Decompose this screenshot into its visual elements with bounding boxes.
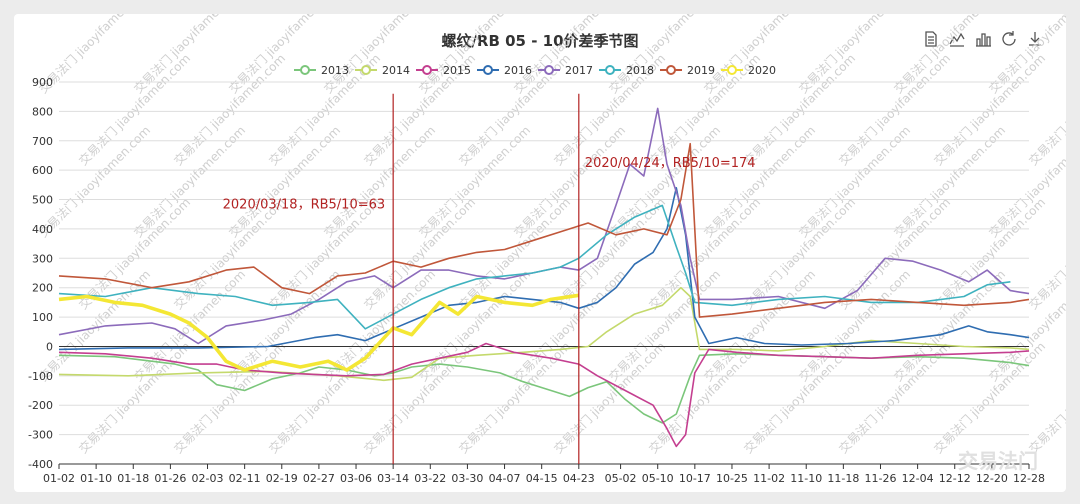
legend-label: 2019 <box>687 64 715 77</box>
y-tick-label: 300 <box>32 252 53 265</box>
x-tick-label: 03-06 <box>340 472 372 485</box>
y-tick-label: -200 <box>28 399 53 412</box>
x-tick-label: 04-15 <box>526 472 558 485</box>
legend-swatch-dot <box>361 65 371 75</box>
line-chart-icon[interactable] <box>948 30 966 48</box>
y-tick-label: 600 <box>32 164 53 177</box>
x-tick-label: 01-02 <box>43 472 75 485</box>
x-tick-label: 12-12 <box>939 472 971 485</box>
download-icon[interactable] <box>1026 30 1044 48</box>
x-tick-label: 12-04 <box>902 472 934 485</box>
watermark-text: 交易法门 jiaoyifamen.com <box>986 14 1066 96</box>
x-tick-label: 10-25 <box>716 472 748 485</box>
x-tick-label: 03-22 <box>414 472 446 485</box>
y-tick-label: 900 <box>32 76 53 89</box>
chart-title: 螺纹/RB 05 - 10价差季节图 <box>441 32 639 50</box>
legend-swatch-dot <box>605 65 615 75</box>
chart-card: 螺纹/RB 05 - 10价差季节图 交易法门 jiaoyifamen.com 交… <box>14 14 1066 492</box>
x-tick-label: 11-18 <box>827 472 859 485</box>
legend-swatch-dot <box>666 65 676 75</box>
y-tick-label: 800 <box>32 105 53 118</box>
x-tick-label: 05-10 <box>642 472 674 485</box>
marker-annotation: 2020/03/18，RB5/10=63 <box>223 197 386 212</box>
watermark-text: 交易法门 jiaoyifamen.com <box>931 339 1049 457</box>
bar-chart-icon[interactable] <box>974 30 992 48</box>
x-tick-label: 02-19 <box>266 472 298 485</box>
legend-label: 2015 <box>443 64 471 77</box>
grid-lines: -400 -300 -200 -100 0 100 200 300 400 500 600 700 80… <box>28 76 1029 471</box>
legend-item-2017[interactable]: 2017 <box>538 64 593 77</box>
y-tick-label: 500 <box>32 194 53 207</box>
series-line-2017 <box>58 107 1030 345</box>
x-axis: 01-02 01-10 01-18 01-26 02-03 02-11 02-19 02-27… <box>43 464 1045 485</box>
y-tick-label: -300 <box>28 429 53 442</box>
legend-swatch-dot <box>300 65 310 75</box>
y-tick-label: 100 <box>32 311 53 324</box>
marker-annotation: 2020/04/24，RB5/10=174 <box>585 156 756 171</box>
data-view-icon[interactable] <box>922 30 940 48</box>
markers: 2020/03/18，RB5/10=63 2020/04/24，RB5/10=17… <box>223 93 756 464</box>
restore-icon[interactable] <box>1000 30 1018 48</box>
legend-item-2014[interactable]: 2014 <box>355 64 410 77</box>
x-tick-label: 05-02 <box>605 472 637 485</box>
y-tick-label: 0 <box>46 340 53 353</box>
legend-item-2020[interactable]: 2020 <box>721 64 776 77</box>
x-tick-label: 01-10 <box>80 472 112 485</box>
x-tick-label: 03-30 <box>451 472 483 485</box>
x-tick-label: 11-26 <box>864 472 896 485</box>
legend-swatch-dot <box>422 65 432 75</box>
legend-label: 2013 <box>321 64 349 77</box>
x-tick-label: 02-11 <box>229 472 261 485</box>
chart-toolbox <box>922 30 1044 48</box>
series-line-2014 <box>58 286 1030 382</box>
series-line-2018 <box>58 204 1011 330</box>
x-tick-label: 04-23 <box>563 472 595 485</box>
legend-item-2019[interactable]: 2019 <box>660 64 715 77</box>
x-tick-label: 11-10 <box>790 472 822 485</box>
chart-canvas: 交易法门 jiaoyifamen.com 交易法门 jiaoyifamen.com… <box>28 14 1066 485</box>
series-line-2020 <box>58 293 580 372</box>
x-tick-label: 01-18 <box>117 472 149 485</box>
y-tick-label: -400 <box>28 458 53 471</box>
y-tick-label: -100 <box>28 370 53 383</box>
series-line-2016 <box>58 187 1030 351</box>
legend-item-2018[interactable]: 2018 <box>599 64 654 77</box>
x-tick-label: 02-03 <box>192 472 224 485</box>
legend-label: 2017 <box>565 64 593 77</box>
legend-label: 2020 <box>748 64 776 77</box>
x-tick-label: 12-28 <box>1013 472 1045 485</box>
legend-label: 2018 <box>626 64 654 77</box>
legend-item-2013[interactable]: 2013 <box>294 64 349 77</box>
y-tick-label: 700 <box>32 135 53 148</box>
legend-swatch-dot <box>544 65 554 75</box>
y-tick-label: 400 <box>32 223 53 236</box>
legend-swatch-dot <box>727 65 737 75</box>
series-layer <box>58 107 1030 448</box>
watermark-text: 交易法门 jiaoyifamen.com <box>171 339 289 457</box>
brand-watermark: 交易法门 <box>958 449 1038 473</box>
series-line-2019 <box>58 142 1030 318</box>
legend-item-2016[interactable]: 2016 <box>477 64 532 77</box>
legend: 2013 2014 2015 2016 2017 2018 2019 2020 <box>294 64 776 77</box>
x-tick-label: 11-02 <box>753 472 785 485</box>
watermark-text: 交易法门 jiaoyifamen.com <box>551 339 669 457</box>
x-tick-label: 12-20 <box>976 472 1008 485</box>
y-tick-label: 200 <box>32 282 53 295</box>
legend-label: 2016 <box>504 64 532 77</box>
x-tick-label: 02-27 <box>303 472 335 485</box>
x-tick-label: 01-26 <box>154 472 186 485</box>
x-tick-label: 03-14 <box>377 472 409 485</box>
legend-swatch-dot <box>483 65 493 75</box>
x-tick-label: 10-17 <box>679 472 711 485</box>
legend-item-2015[interactable]: 2015 <box>416 64 471 77</box>
x-tick-label: 04-07 <box>489 472 521 485</box>
legend-label: 2014 <box>382 64 410 77</box>
